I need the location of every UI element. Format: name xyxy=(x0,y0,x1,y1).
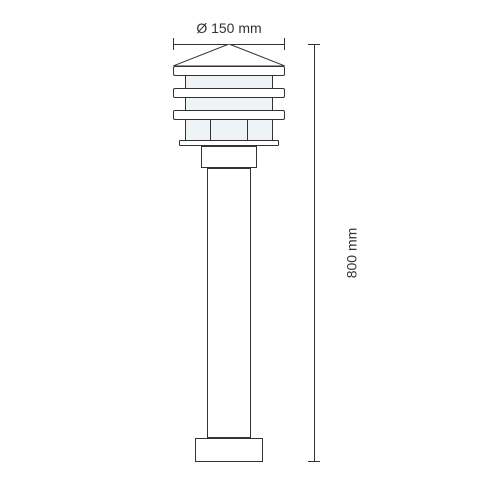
lamp-glass-segment xyxy=(185,120,273,140)
glass-divider xyxy=(247,120,248,140)
height-dimension: 800 mm xyxy=(308,44,338,462)
glass-divider xyxy=(210,120,211,140)
lamp-glass-segment xyxy=(185,98,273,110)
lamp-louver-ring xyxy=(173,88,285,98)
lamp-glass-segment xyxy=(185,76,273,88)
width-dimension: Ø 150 mm xyxy=(173,22,285,46)
lamp-base xyxy=(195,438,263,462)
diagram-canvas: Ø 150 mm 800 mm xyxy=(0,0,500,500)
height-dimension-label: 800 mm xyxy=(343,228,359,279)
dimension-line xyxy=(314,44,315,462)
lamp-drawing xyxy=(173,44,285,462)
width-dimension-label: Ø 150 mm xyxy=(173,20,285,36)
dimension-cap xyxy=(308,461,320,462)
lamp-cap xyxy=(173,44,285,66)
lamp-louver-ring xyxy=(173,110,285,120)
lamp-pole xyxy=(207,168,251,438)
lamp-louver-ring xyxy=(173,66,285,76)
lamp-neck xyxy=(201,146,257,168)
